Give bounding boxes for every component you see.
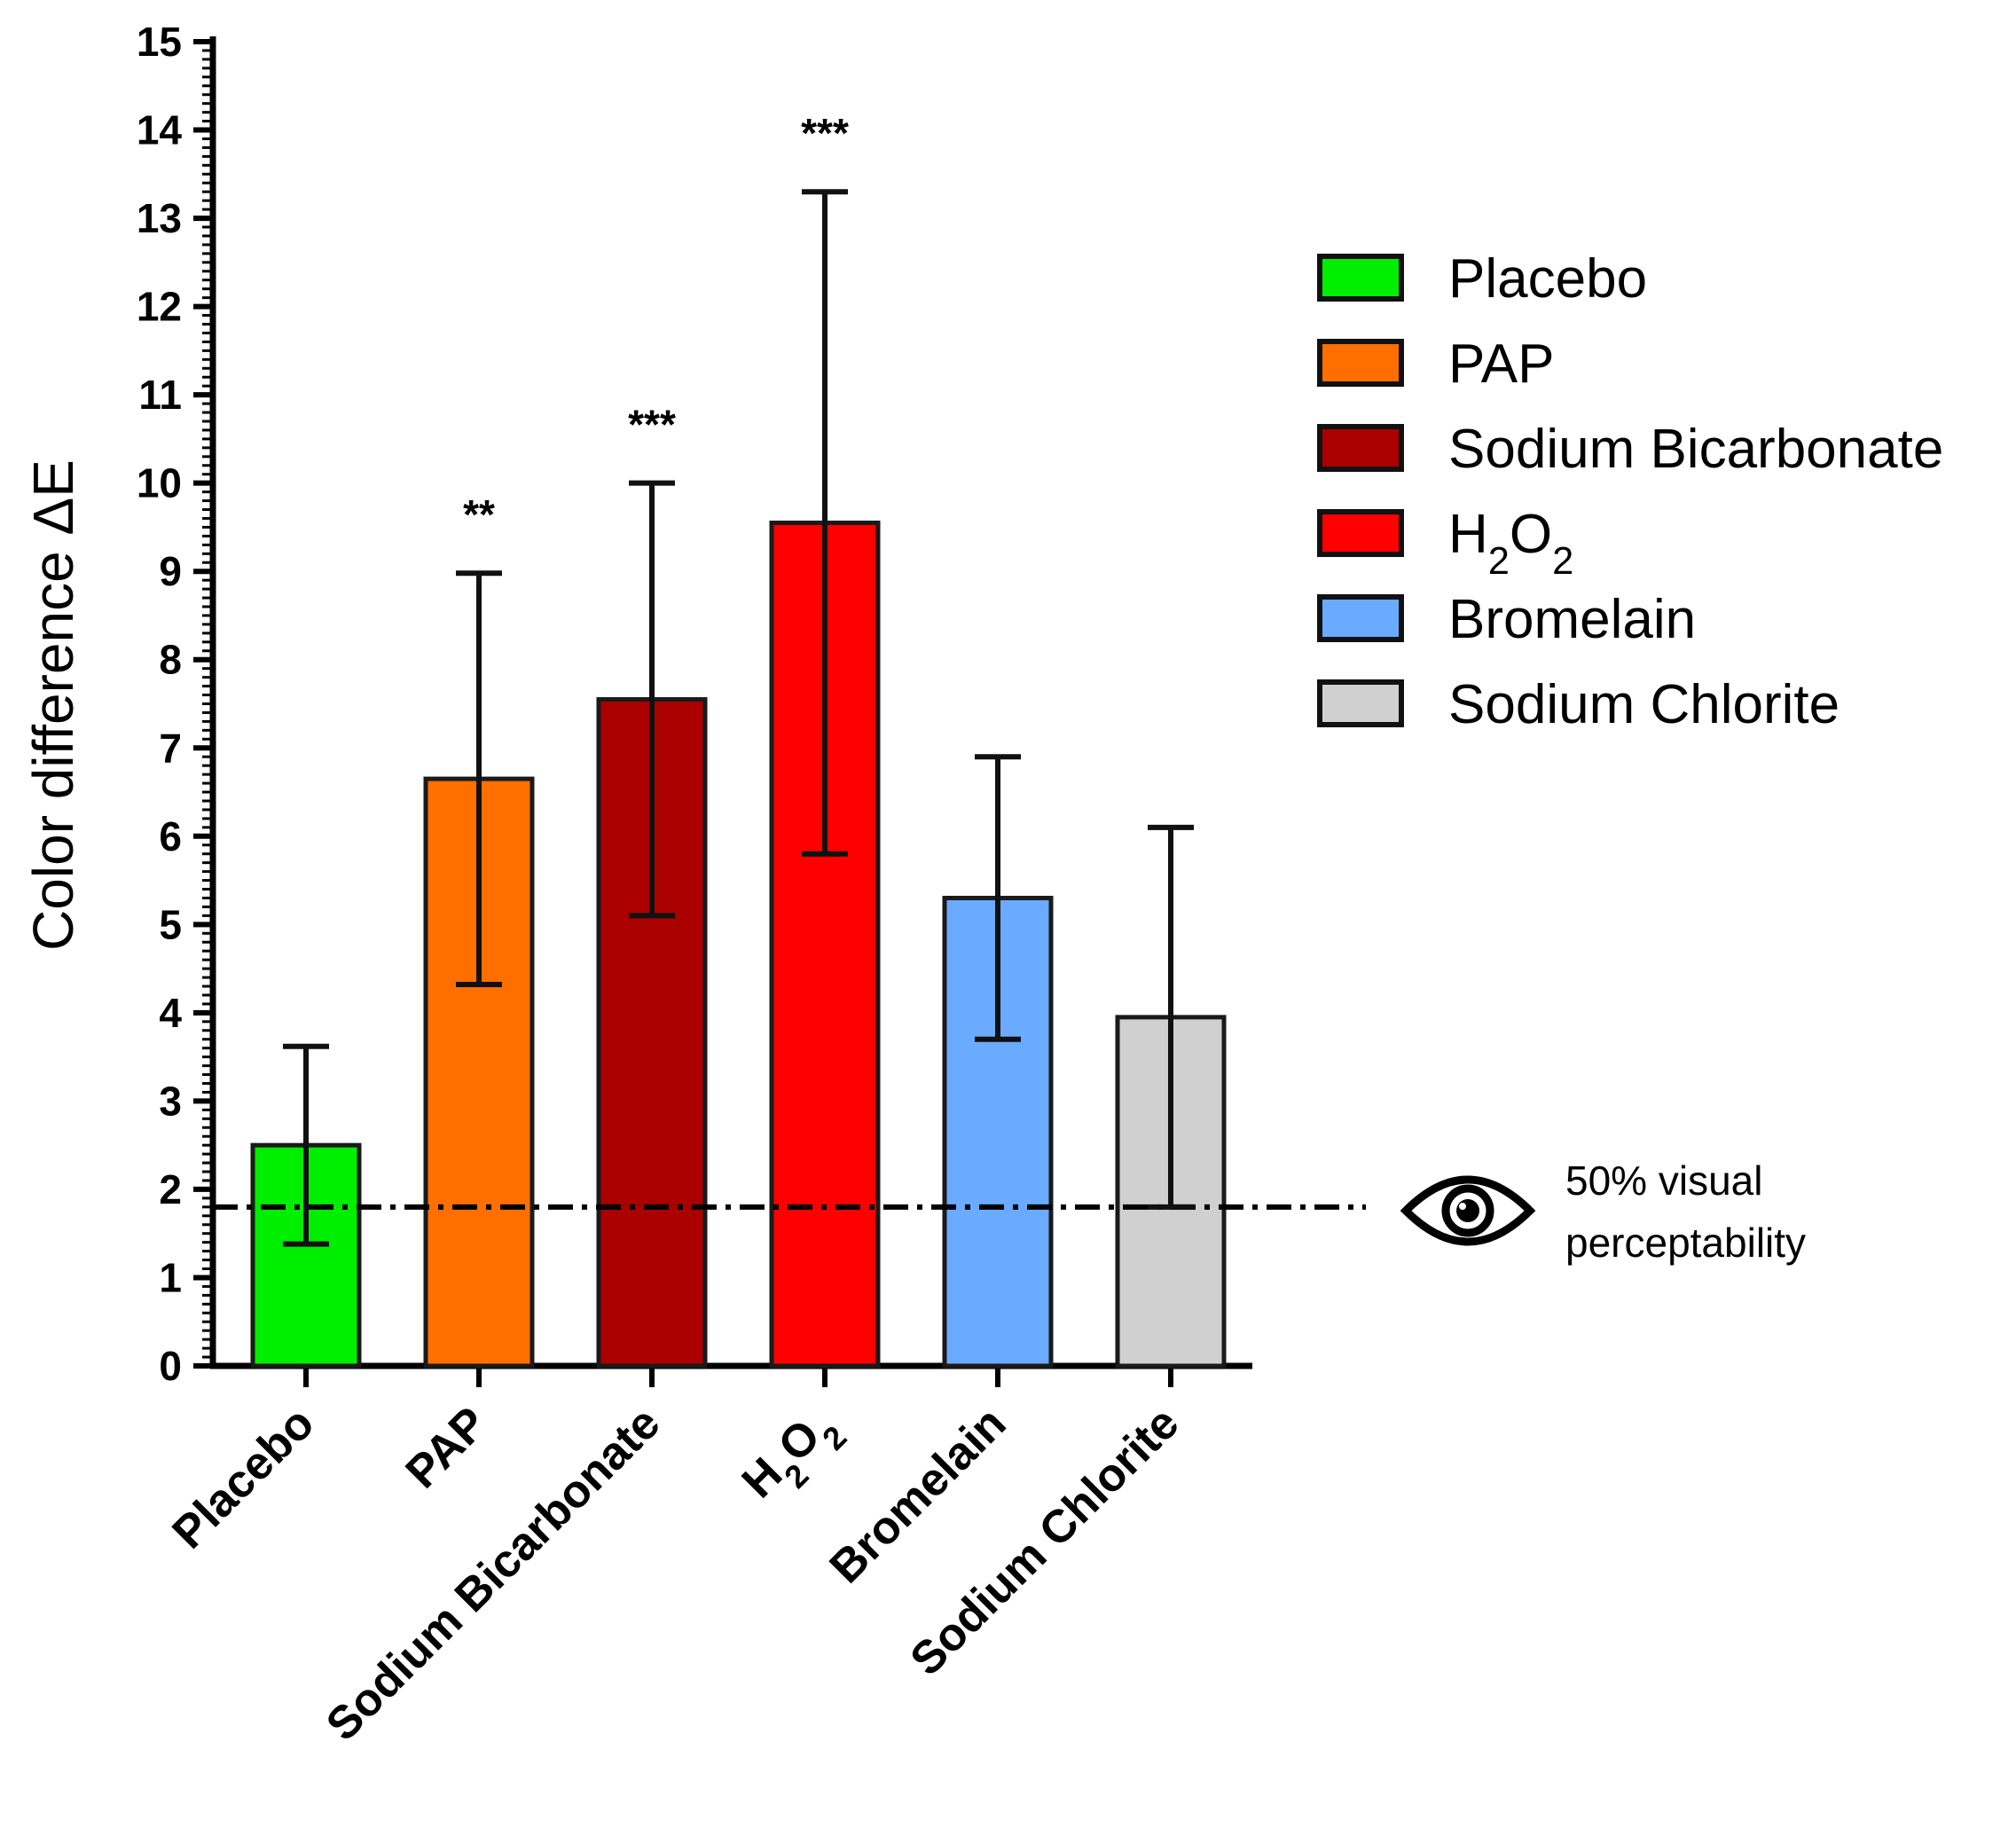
y-axis-title: Color difference ΔE [21,459,85,951]
legend-item: Sodium Bicarbonate [1317,419,1943,480]
x-tick-label: H2O2 [733,1397,853,1518]
y-tick-label: 0 [159,1343,182,1389]
x-tick-label: Sodium Bicarbonate [317,1397,671,1751]
error-bar [975,754,1021,1042]
legend: Placebo PAP Sodium Bicarbonate H2O2Bromelai… [1317,248,1943,735]
legend-label: Placebo [1448,248,1647,310]
error-bar [1148,824,1194,1210]
y-tick-label: 12 [137,284,182,330]
y-tick-label: 6 [159,813,182,859]
legend-swatch [1317,594,1404,642]
y-tick-label: 10 [137,460,182,506]
legend-label: Sodium Bicarbonate [1448,419,1943,480]
error-bars [283,189,1194,1247]
legend-swatch [1317,679,1404,727]
y-tick-label: 8 [159,637,182,683]
error-bar [802,189,848,857]
legend-item: Sodium Chlorite [1317,674,1840,735]
legend-label: H2O2 [1448,504,1573,583]
y-tick-label: 3 [159,1078,182,1124]
error-bar [629,480,675,919]
legend-item: PAP [1317,333,1554,395]
y-tick-label: 7 [159,725,182,771]
legend-item: H2O2 [1317,504,1573,583]
y-tick-label: 13 [137,195,182,241]
y-tick-label: 2 [159,1166,182,1212]
legend-item: Placebo [1317,248,1647,310]
eye-icon [1400,1175,1536,1246]
legend-label: PAP [1448,333,1554,395]
significance-markers: ******** [463,110,849,537]
legend-label: Sodium Chlorite [1448,674,1840,735]
y-tick-label: 14 [137,107,183,153]
y-tick-label: 9 [159,548,182,594]
y-tick-label: 1 [159,1254,182,1300]
x-tick-label: Placebo [162,1397,324,1558]
legend-swatch [1317,509,1404,557]
significance-marker: ** [463,491,495,537]
legend-swatch [1317,339,1404,387]
significance-marker: *** [801,110,849,156]
x-tick-label: PAP [396,1397,498,1498]
significance-marker: *** [628,402,676,448]
y-tick-label: 11 [138,372,182,418]
legend-swatch [1317,424,1404,472]
reference-label-line2: perceptability [1565,1220,1806,1266]
bars [250,520,1227,1369]
error-bar [456,570,502,988]
y-tick-label: 4 [159,990,182,1036]
reference-annotation: 50% visual perceptability [1400,1157,1806,1266]
reference-label-line1: 50% visual [1565,1157,1762,1204]
y-tick-label: 15 [137,19,182,65]
y-tick-label: 5 [159,901,182,947]
legend-item: Bromelain [1317,589,1696,650]
legend-swatch [1317,254,1404,302]
error-bar [283,1043,329,1247]
legend-label: Bromelain [1448,589,1696,650]
